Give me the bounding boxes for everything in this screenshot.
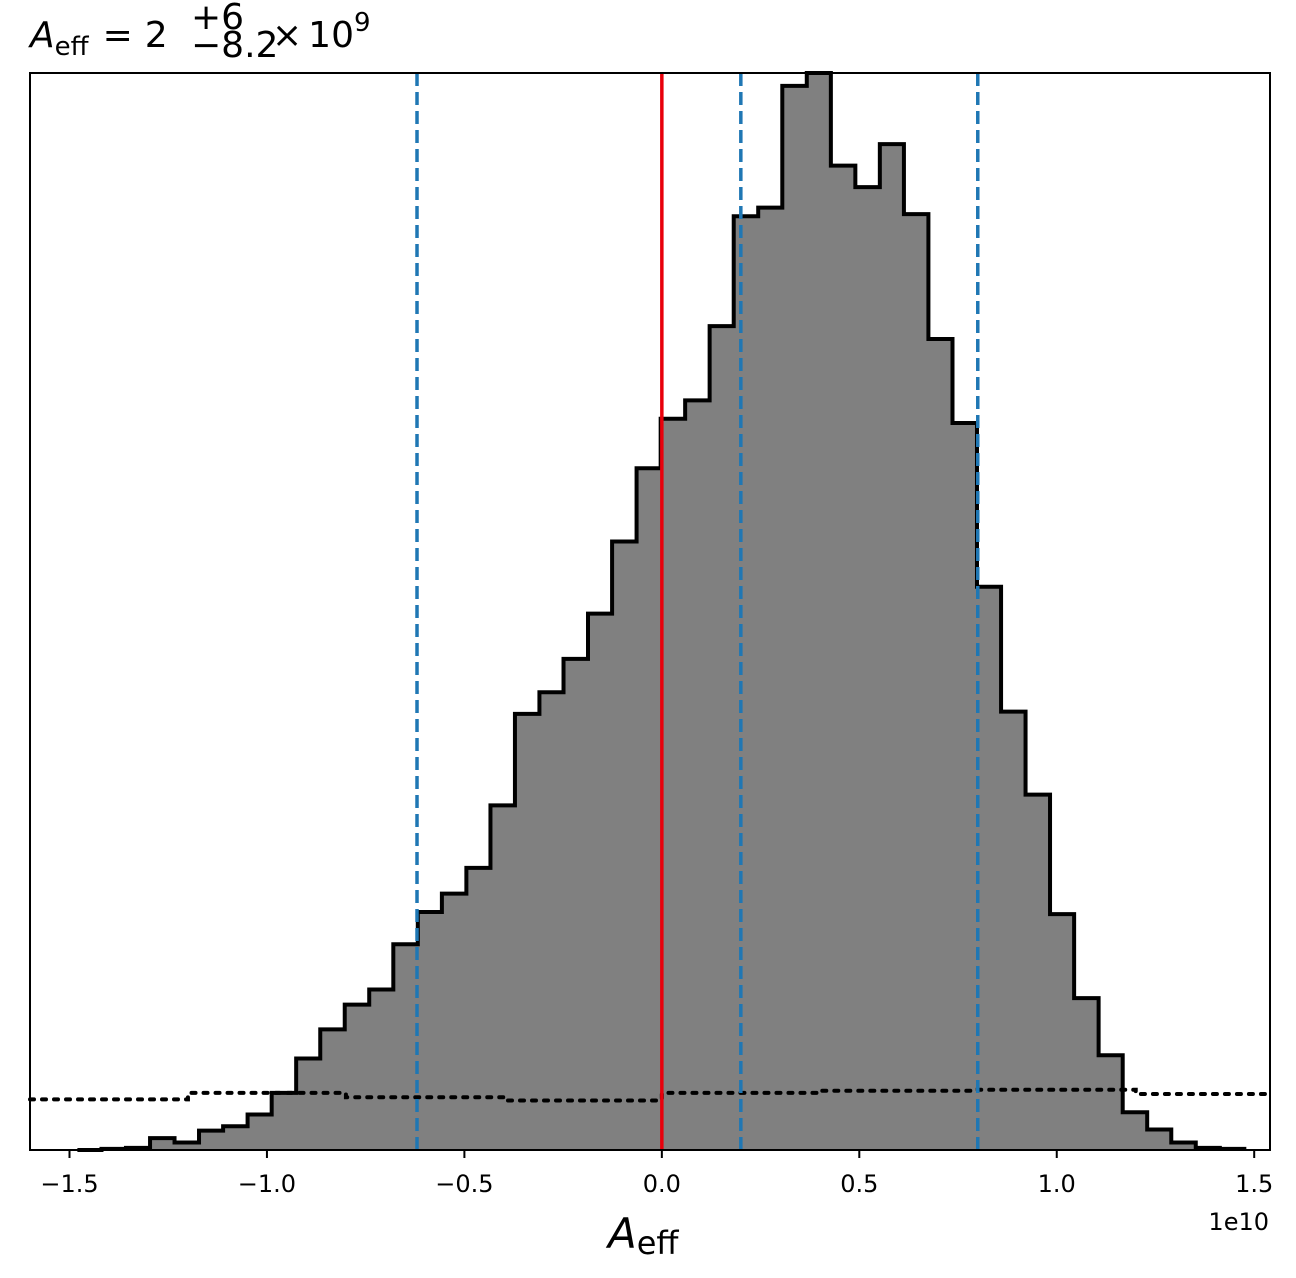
x-tick-label: 1.0 bbox=[1038, 1170, 1076, 1198]
histogram-bar bbox=[150, 1138, 176, 1150]
x-tick-label: −0.5 bbox=[435, 1170, 493, 1198]
histogram-bar bbox=[733, 216, 759, 1151]
x-ticks-layer: −1.5 −1.0 −0.5 0.0 0.5 1.0 1.5 bbox=[40, 1150, 1273, 1198]
x-tick-label: −1.5 bbox=[40, 1170, 98, 1198]
histogram-bar bbox=[441, 893, 467, 1150]
title-base: 10 bbox=[308, 15, 354, 56]
histogram-bar bbox=[466, 867, 492, 1150]
histogram-bar bbox=[830, 165, 856, 1150]
histogram-bar bbox=[563, 658, 589, 1150]
histogram-bar bbox=[514, 713, 541, 1150]
chart-title: Aeff = 2 bbox=[28, 15, 168, 62]
histogram-bar bbox=[174, 1142, 200, 1150]
histogram-bar bbox=[271, 1092, 297, 1150]
histogram-bar bbox=[709, 326, 735, 1151]
x-tick-label: −1.0 bbox=[238, 1170, 296, 1198]
title-symbol: A bbox=[28, 15, 55, 56]
histogram-bar bbox=[928, 339, 954, 1150]
title-mantissa: 2 bbox=[145, 15, 168, 56]
x-tick-label: 0.5 bbox=[840, 1170, 878, 1198]
histogram-bar bbox=[223, 1126, 249, 1150]
x-offset-label: 1e10 bbox=[1208, 1208, 1269, 1236]
histogram-bar bbox=[782, 85, 808, 1151]
title-exponent: 9 bbox=[354, 8, 371, 38]
histogram-bar bbox=[539, 692, 565, 1150]
histogram-bar bbox=[976, 586, 1002, 1150]
histogram-bar bbox=[855, 187, 881, 1151]
histogram-bar bbox=[685, 400, 711, 1151]
histogram-bar bbox=[296, 1058, 321, 1150]
title-times: × bbox=[272, 15, 302, 56]
histogram-bar bbox=[1122, 1112, 1148, 1150]
histogram-bar bbox=[344, 1004, 370, 1150]
histogram-bar bbox=[320, 1029, 346, 1150]
histogram-bar bbox=[806, 73, 832, 1150]
title-symbol-sub: eff bbox=[55, 32, 90, 62]
title-times-base: × 109 bbox=[272, 8, 371, 56]
histogram-bar bbox=[1074, 998, 1100, 1150]
x-axis-label: Aeff bbox=[605, 1209, 679, 1262]
histogram-bar bbox=[612, 541, 638, 1150]
title-upper: +6 bbox=[191, 0, 244, 38]
histogram-bar bbox=[1171, 1142, 1197, 1150]
histogram-bar bbox=[1098, 1055, 1124, 1150]
histogram-bar bbox=[903, 214, 930, 1150]
title-equals: = bbox=[103, 15, 133, 56]
x-tick-label: 0.0 bbox=[643, 1170, 681, 1198]
histogram-bar bbox=[952, 423, 978, 1150]
histogram-layer bbox=[77, 71, 1247, 1152]
xlabel-symbol: A bbox=[605, 1209, 637, 1258]
histogram-bar bbox=[1025, 794, 1051, 1150]
histogram-bar bbox=[660, 418, 686, 1150]
histogram-bar bbox=[1147, 1129, 1172, 1150]
histogram-bar bbox=[758, 207, 783, 1150]
histogram-bar bbox=[199, 1130, 224, 1150]
histogram-bar bbox=[636, 468, 662, 1150]
histogram-bar bbox=[879, 144, 905, 1150]
histogram-bar bbox=[1001, 711, 1027, 1150]
title-lower: −8.2 bbox=[191, 25, 278, 66]
histogram-bar bbox=[369, 989, 394, 1150]
plot-frame bbox=[29, 72, 1271, 1151]
histogram-bar bbox=[588, 613, 613, 1150]
histogram-bar bbox=[247, 1114, 273, 1150]
x-tick-label: 1.5 bbox=[1235, 1170, 1273, 1198]
vertical-lines-layer bbox=[415, 73, 980, 1150]
histogram-bar bbox=[417, 911, 443, 1150]
xlabel-symbol-sub: eff bbox=[637, 1224, 680, 1262]
histogram-bar bbox=[393, 944, 419, 1150]
histogram-bar bbox=[1050, 914, 1075, 1150]
histogram-bar bbox=[490, 805, 516, 1150]
